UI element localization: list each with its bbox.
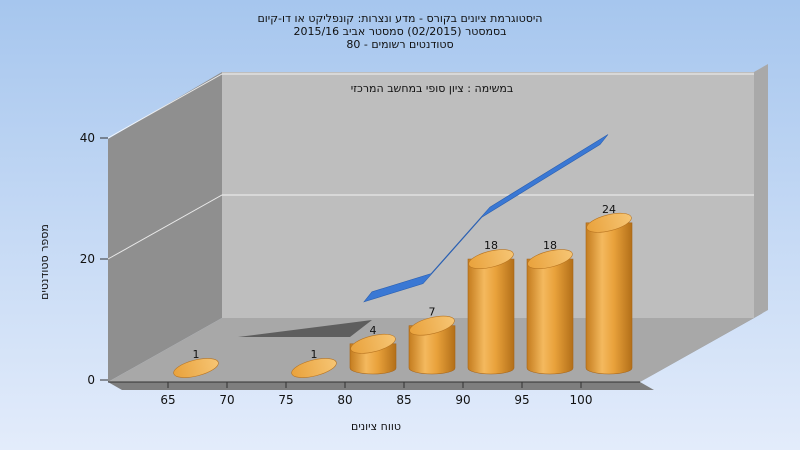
- bar: [349, 333, 397, 375]
- x-axis-label: טווח ציונים: [351, 420, 401, 433]
- data-label: 4: [370, 324, 377, 337]
- y-axis-ticks: 0 20 40: [80, 131, 108, 387]
- gridlines: [107, 73, 754, 260]
- data-label: 1: [193, 348, 200, 361]
- data-labels: 1 1 4 7 18 18 24: [193, 203, 617, 361]
- bar-top: [409, 315, 455, 336]
- bar: [467, 249, 515, 375]
- x-tick-label: 90: [455, 393, 470, 407]
- x-axis-ticks: 65 70 75 80 85 90 95 100: [108, 381, 640, 407]
- bar-top: [586, 212, 632, 233]
- title-line-1: היסטוגרמת ציונים בקורס - מדע ונצרות: קונ…: [258, 12, 543, 25]
- bar-body: [526, 258, 574, 375]
- data-label: 18: [543, 239, 557, 252]
- floor-edge: [640, 310, 768, 382]
- x-tick-label: 80: [337, 393, 352, 407]
- y-tick-label: 20: [80, 252, 95, 266]
- back-wall-edge: [754, 64, 768, 318]
- bars: [173, 212, 633, 378]
- data-label: 1: [311, 348, 318, 361]
- trend-series: [363, 134, 609, 303]
- title-line-3: סטודנטים רשומים - 80: [346, 38, 453, 51]
- x-tick-label: 100: [570, 393, 593, 407]
- title-line-2: בסמסטר (02/2015) סמסטר אביב 2015/16: [293, 25, 506, 38]
- x-tick-label: 95: [514, 393, 529, 407]
- x-tick-label: 70: [219, 393, 234, 407]
- bar: [173, 358, 219, 378]
- x-tick-label: 75: [278, 393, 293, 407]
- data-label: 18: [484, 239, 498, 252]
- data-label: 7: [429, 306, 436, 319]
- bar-top: [173, 358, 219, 378]
- bar-body: [467, 258, 515, 375]
- bar-top: [350, 333, 396, 354]
- bar-top: [468, 249, 514, 269]
- bar-top: [291, 358, 337, 378]
- x-tick-label: 85: [396, 393, 411, 407]
- bar: [291, 358, 337, 378]
- floor-front-edge: [108, 382, 654, 390]
- bar: [526, 249, 574, 375]
- shadow-band: [238, 320, 372, 337]
- x-tick-label: 65: [160, 393, 175, 407]
- y-axis-label: מספר סטודנטים: [38, 224, 51, 300]
- y-tick-label: 0: [87, 373, 95, 387]
- inner-caption: במשימה : ציון סופי במחשב המרכזי: [351, 82, 514, 95]
- bar: [585, 212, 633, 375]
- y-tick-label: 40: [80, 131, 95, 145]
- gridline: [107, 194, 754, 260]
- bar-top: [527, 249, 573, 269]
- chart-title: היסטוגרמת ציונים בקורס - מדע ונצרות: קונ…: [258, 12, 543, 51]
- bar-body: [408, 325, 456, 375]
- data-label: 24: [602, 203, 616, 216]
- gridline: [107, 73, 754, 139]
- bar: [408, 315, 456, 375]
- bar-body: [585, 222, 633, 375]
- trend-ribbon: [363, 134, 609, 303]
